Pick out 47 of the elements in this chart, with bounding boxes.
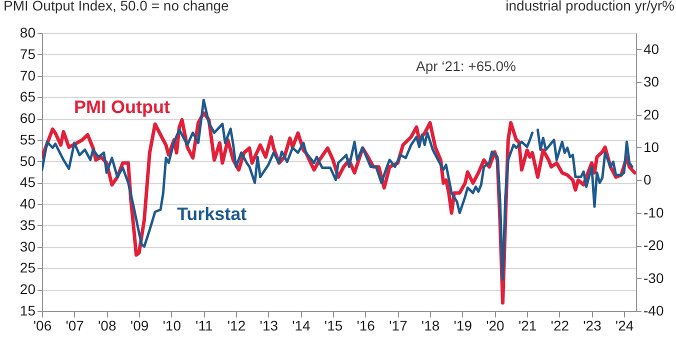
x-tick-label: '21 (518, 318, 537, 334)
x-tick-label: '08 (98, 318, 116, 334)
y-tick-label: 15 (20, 302, 36, 318)
y2-tick-label: -30 (644, 270, 664, 286)
x-tick-label: '24 (615, 318, 634, 334)
x-tick-label: '07 (66, 318, 84, 334)
x-tick-label: '12 (227, 318, 246, 334)
y2-tick-label: 30 (644, 74, 660, 90)
y-tick-label: 45 (20, 174, 36, 190)
y-tick-label: 35 (20, 216, 36, 233)
x-tick-label: '14 (292, 318, 311, 334)
x-tick-label: '23 (583, 318, 602, 334)
y2-tick-label: -40 (644, 302, 664, 318)
series-label: Turkstat (177, 204, 247, 224)
y2-tick-label: 0 (644, 172, 652, 188)
y2-tick-label: -10 (644, 204, 664, 220)
x-tick-label: '15 (324, 318, 343, 334)
y-tick-label: 40 (20, 196, 36, 212)
x-tick-label: '09 (130, 318, 149, 334)
y-axis-title: PMI Output Index, 50.0 = no change (4, 0, 230, 14)
x-tick-label: '11 (196, 318, 213, 334)
y2-tick-label: 20 (644, 106, 660, 122)
y-tick-label: 50 (20, 152, 36, 169)
y-tick-label: 20 (20, 281, 36, 298)
y2-tick-label: 10 (644, 138, 660, 155)
y-tick-label: 70 (20, 67, 36, 84)
y2-tick-label: 40 (644, 40, 660, 57)
x-tick-label: '16 (356, 318, 376, 334)
x-tick-label: '22 (550, 318, 570, 334)
y-tick-label: 60 (20, 110, 36, 126)
x-tick-label: '17 (389, 318, 408, 334)
annotation: Apr ‘21: +65.0% (416, 58, 516, 74)
series-label: PMI Output (74, 97, 170, 117)
x-tick-label: '06 (33, 318, 52, 334)
y-tick-label: 25 (20, 260, 36, 276)
x-tick-label: '20 (486, 318, 505, 334)
x-tick-label: '19 (454, 318, 472, 334)
y-tick-label: 75 (20, 46, 36, 62)
y2-axis-title: industrial production yr/yr% (506, 0, 674, 14)
y-tick-label: 80 (20, 24, 36, 40)
y2-tick-label: -20 (644, 237, 664, 254)
x-tick-label: '10 (162, 318, 182, 334)
x-tick-label: '13 (260, 318, 278, 334)
x-tick-label: '18 (421, 318, 440, 334)
y-tick-label: 65 (20, 88, 36, 105)
y-tick-label: 30 (20, 238, 36, 254)
y-tick-label: 55 (20, 131, 36, 148)
